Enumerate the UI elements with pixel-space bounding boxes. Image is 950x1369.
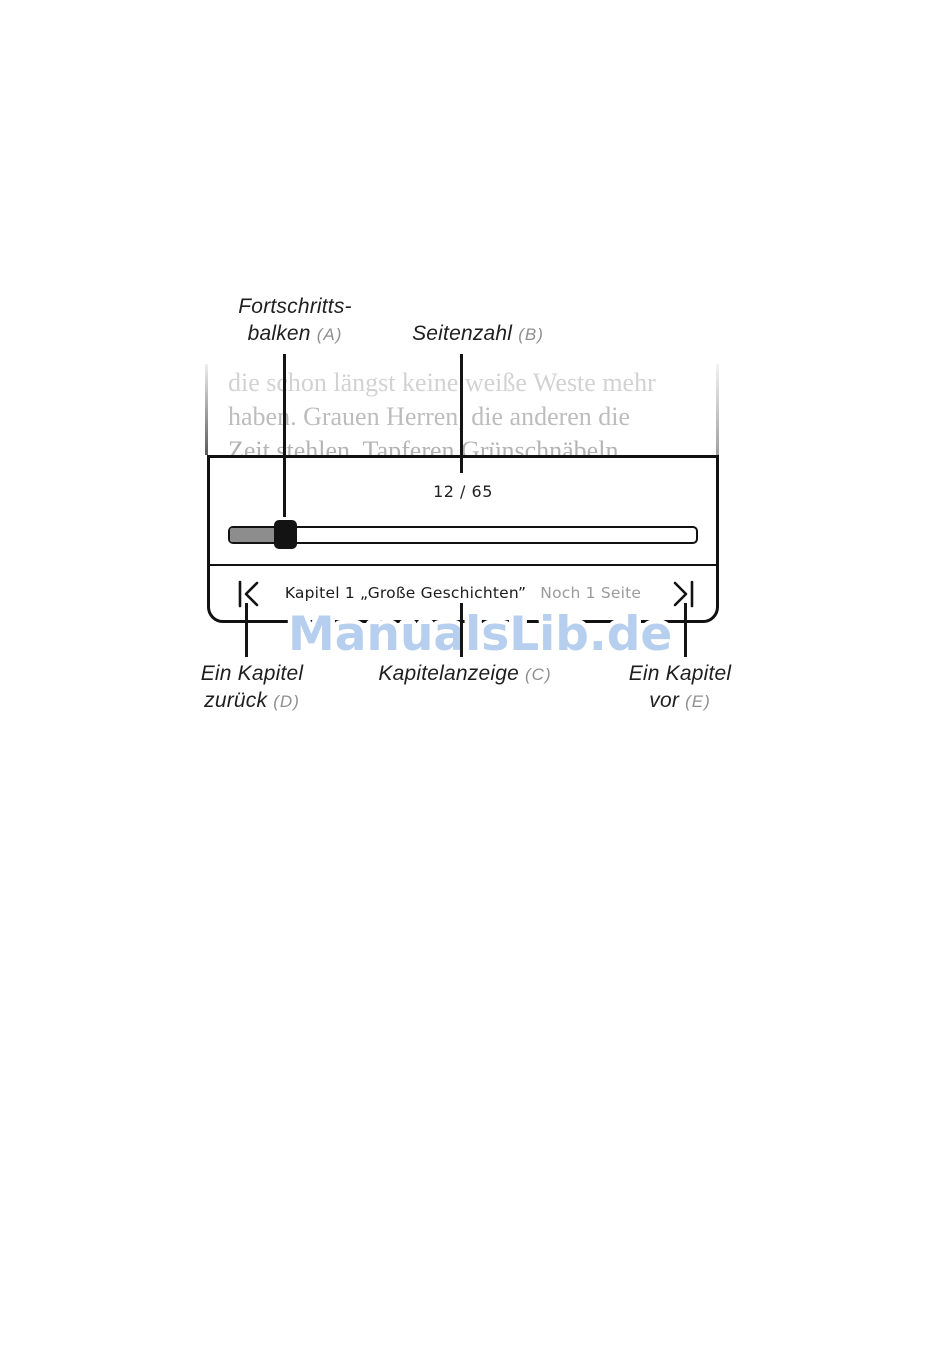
callout-marker-a: (A): [316, 325, 343, 344]
skip-next-icon: [670, 579, 696, 609]
progress-bar-fill: [230, 528, 286, 542]
callout-progress-bar-line1: Fortschritts-: [238, 295, 352, 318]
callout-marker-c: (C): [525, 665, 552, 684]
callout-chapter-forward-line1: Ein Kapitel: [628, 662, 732, 685]
reader-text-line: Zeit stehlen. Tapferen Grünschnäbeln: [228, 436, 619, 456]
reader-background-text: die schon längst keine weiße Weste mehr …: [228, 366, 708, 456]
skip-previous-icon: [236, 579, 262, 609]
callout-marker-e: (E): [685, 692, 711, 711]
callout-chapter-forward: Ein Kapitel vor (E): [600, 660, 760, 715]
callout-marker-d: (D): [273, 692, 300, 711]
pointer-line-chapter-forward: [684, 603, 687, 657]
panel-divider: [210, 564, 716, 566]
pointer-line-chapter-display: [460, 603, 463, 657]
reader-text-line: die schon längst keine weiße Weste mehr: [228, 368, 656, 397]
previous-chapter-button[interactable]: [234, 579, 264, 609]
watermark-text: ManualsLib.de: [288, 607, 672, 662]
reader-navigation-panel: 12 / 65 Kapitel 1 „Große Geschichten” No…: [207, 455, 719, 623]
pages-remaining-label: Noch 1 Seite: [540, 584, 642, 602]
callout-chapter-display: Kapitelanzeige (C): [345, 660, 585, 688]
reader-text-line: haben. Grauen Herren, die anderen die: [228, 402, 631, 431]
chapter-label: Kapitel 1 „Große Geschichten”: [284, 584, 527, 602]
callout-progress-bar-line2: balken: [247, 322, 311, 345]
pointer-line-page-number: [460, 354, 463, 473]
watermark: ManualsLib.de: [284, 603, 677, 667]
callout-progress-bar: Fortschritts- balken (A): [210, 293, 380, 348]
callout-chapter-display-label: Kapitelanzeige: [378, 662, 519, 685]
pointer-line-chapter-back: [245, 603, 248, 657]
pointer-line-progress-bar: [283, 354, 286, 517]
progress-bar-track[interactable]: [228, 526, 698, 544]
callout-marker-b: (B): [518, 325, 544, 344]
reader-screen-right-edge: [716, 364, 719, 455]
next-chapter-button[interactable]: [668, 579, 698, 609]
reader-screen-left-edge: [205, 364, 208, 455]
callout-chapter-back-line2: zurück: [204, 689, 268, 712]
callout-chapter-back: Ein Kapitel zurück (D): [172, 660, 332, 715]
progress-slider-handle[interactable]: [274, 520, 297, 549]
callout-chapter-back-line1: Ein Kapitel: [200, 662, 304, 685]
page-indicator: 12 / 65: [433, 482, 493, 501]
chapter-bar: Kapitel 1 „Große Geschichten” Noch 1 Sei…: [210, 566, 716, 620]
callout-page-number-label: Seitenzahl: [412, 322, 513, 345]
callout-page-number: Seitenzahl (B): [388, 320, 568, 348]
callout-chapter-forward-line2: vor: [649, 689, 680, 712]
